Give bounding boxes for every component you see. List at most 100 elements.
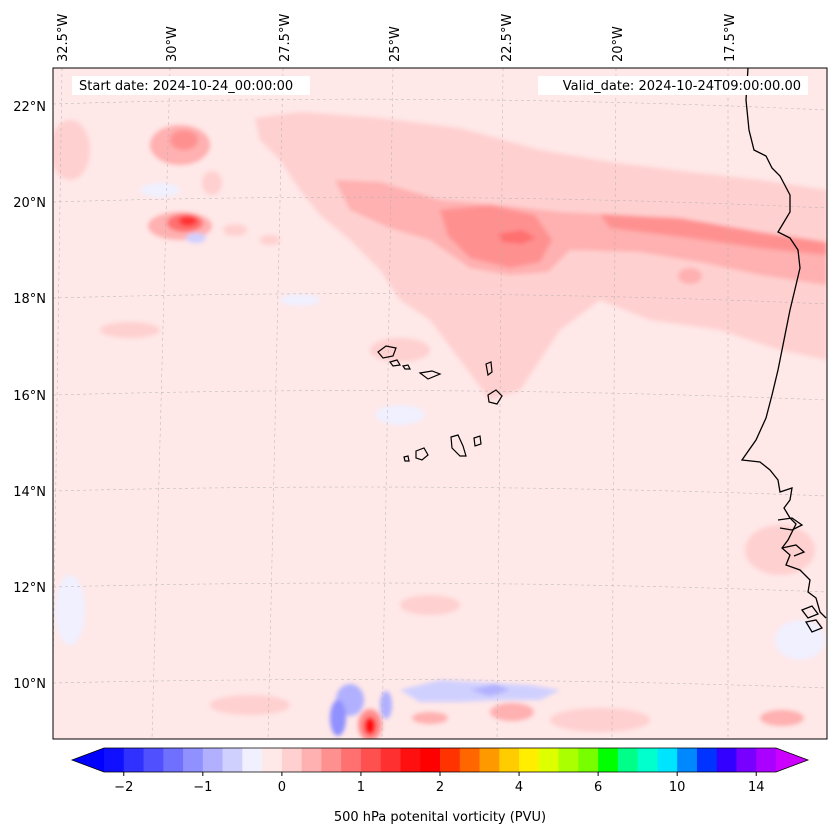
colorbar-swatch [637,748,658,772]
pv-patch [260,235,280,245]
valid-date-text: Valid_date: 2024-10-24T09:00:00.00 [563,79,801,94]
colorbar-tick-label: 6 [594,780,602,795]
colorbar-swatch [360,748,382,772]
colorbar-swatch [262,748,283,772]
colorbar-swatch [380,748,401,772]
colorbar-tick-label: 2 [436,780,444,795]
colorbar-swatch [400,748,421,772]
island-sao-vicente [388,359,401,367]
map-frame [52,67,828,740]
pv-patch [223,224,247,236]
pv-contour-fill [53,112,827,739]
colorbar-swatch [657,748,678,772]
colorbar-swatch [143,748,164,772]
colorbar-swatch [163,748,184,772]
lat-tick: 10°N [13,677,46,692]
colorbar-outline [70,747,810,773]
pv-south-patch [412,712,448,724]
meridian [267,68,284,739]
lat-tick: 20°N [13,196,46,211]
colorbar-swatch [499,748,520,772]
colorbar-swatch [202,748,224,772]
colorbar-swatch [479,748,500,772]
lat-tick: 16°N [13,389,46,404]
colorbar-swatch [736,748,757,772]
lon-tick: 22.5°W [500,14,515,62]
parallel [53,486,827,497]
pv-band-core [440,205,552,268]
coastline [740,68,827,633]
colorbar-swatch [222,748,243,772]
pv-patch [400,595,460,615]
colorbar-swatch [578,748,599,772]
island-maio [473,435,482,447]
pv-patch [202,171,222,195]
parallel [53,196,827,209]
pv-patch [100,322,160,338]
pv-south-patch [550,708,650,732]
island-santa-luzia [402,364,411,370]
gridlines [53,68,827,739]
colorbar-tick-label: 0 [278,780,286,795]
colorbar-tick-label: −2 [114,780,133,795]
island-brava [403,455,410,462]
colorbar-swatch [459,748,481,772]
meridian [151,68,171,739]
colorbar-label: 500 hPa potenital vorticity (PVU) [334,810,546,825]
colorbar-swatch [242,748,263,772]
africa-coast-detail [781,544,806,557]
colorbar-swatch [420,748,441,772]
pv-south-neg-band-inner [470,684,510,696]
parallel [53,98,827,111]
pv-west-blob-core [179,216,197,226]
valid-date-box [538,76,808,95]
colorbar-swatch [183,748,204,772]
colorbar-swatch [341,748,362,772]
island-boa-vista [487,389,503,405]
pv-south-patch [760,710,804,726]
colorbar-swatch [440,748,461,772]
pv-band-mid [335,180,827,285]
lon-tick: 27.5°W [278,14,293,62]
colorbar-swatch [756,748,777,772]
colorbar-swatch [519,748,540,772]
lat-tick: 14°N [13,485,46,500]
colorbar-swatch [281,748,303,772]
pv-band-peak [498,230,536,244]
pv-patch [53,120,90,180]
colorbar-swatch [301,748,322,772]
parallel [53,390,827,401]
africa-coast-detail [777,517,804,531]
pv-patch [370,338,430,362]
africa-coast-detail [800,605,820,619]
colorbar-swatch [617,748,639,772]
colorbar-over-arrow [776,748,808,772]
pv-patch [678,268,702,284]
island-sal [485,361,493,377]
colorbar-swatch [558,748,579,772]
colorbar-swatch [321,748,342,772]
africa-coast-detail [804,619,824,633]
pv-neg-patch [375,405,425,425]
colorbar-swatch [716,748,737,772]
map-panel: Start date: 2024-10-24_00:00:00 Valid_da… [53,68,827,739]
lon-tick: 17.5°W [723,14,738,62]
info-banner: Start date: 2024-10-24_00:00:00 Valid_da… [72,76,808,95]
lon-tick: 32.5°W [56,14,71,62]
lat-tick: 18°N [13,292,46,307]
pv-neg-patch [775,620,825,660]
colorbar-swatch [104,748,125,772]
pv-south-patch [490,703,534,721]
colorbar-swatches [104,748,777,772]
lon-tick: 30°W [165,26,180,62]
pv-patch [745,525,815,575]
colorbar-swatch [538,748,560,772]
africa-coast [740,68,827,619]
colorbar-tick-label: 1 [357,780,365,795]
start-date-box [72,76,310,95]
cape-verde-islands [377,345,503,462]
parallel [53,293,827,305]
parallel [53,679,827,689]
colorbar-tick-label: −1 [193,780,212,795]
